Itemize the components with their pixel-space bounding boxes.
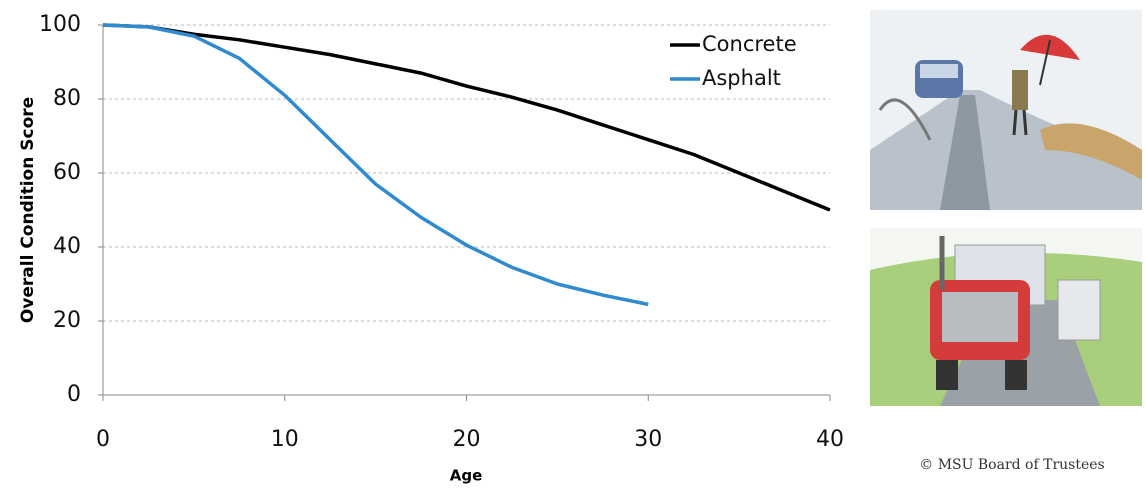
x-tick-label: 20: [453, 427, 481, 452]
legend-label: Asphalt: [702, 66, 781, 90]
truck-illustration: [870, 228, 1142, 406]
y-tick-label: 60: [53, 160, 81, 185]
y-tick-label: 40: [53, 234, 81, 259]
legend-label: Concrete: [702, 32, 797, 56]
x-tick-label: 10: [271, 427, 299, 452]
y-tick-label: 0: [67, 382, 81, 407]
x-tick-label: 0: [96, 427, 110, 452]
y-tick-label: 100: [39, 12, 81, 37]
y-tick-label: 20: [53, 308, 81, 333]
credit: © MSU Board of Trustees: [919, 457, 1104, 473]
y-tick-label: 80: [53, 86, 81, 111]
rain-illustration: [870, 10, 1142, 210]
series-line: [102, 23, 831, 212]
series-line: [102, 23, 649, 307]
x-axis-label: Age: [450, 467, 483, 485]
x-tick-label: 40: [816, 427, 844, 452]
x-tick-label: 30: [634, 427, 662, 452]
y-axis-label: Overall Condition Score: [18, 97, 38, 323]
